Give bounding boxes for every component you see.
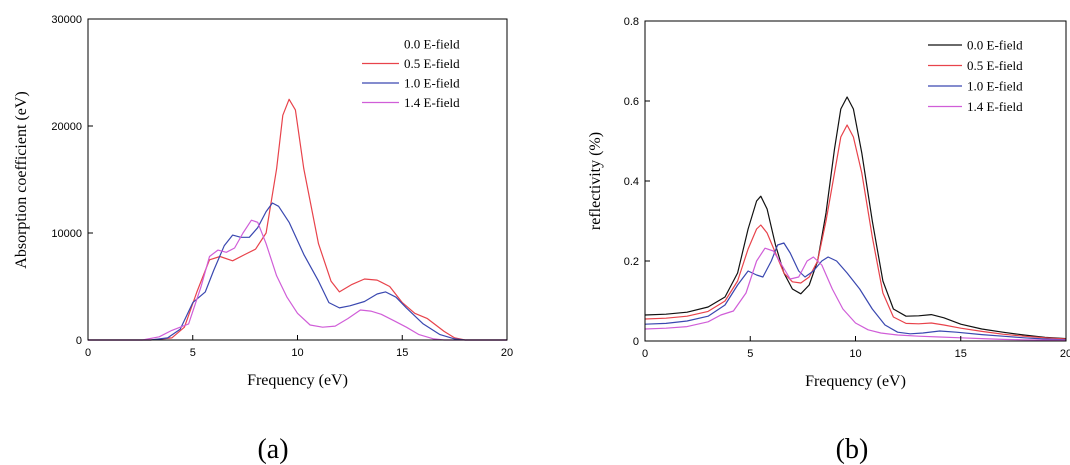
y-tick-label: 0.4: [624, 176, 639, 188]
series-line-1-0-e-field: [644, 242, 1067, 341]
y-tick-label: 0.6: [624, 96, 639, 108]
x-tick-label: 0: [85, 347, 91, 359]
panel-label: (b): [836, 434, 869, 465]
legend-label: 1.0 E-field: [967, 79, 1023, 94]
y-tick-label: 10000: [51, 228, 82, 240]
panel-label: (a): [257, 434, 288, 465]
legend-label: 0.5 E-field: [967, 58, 1023, 73]
legend-label: 1.4 E-field: [967, 99, 1023, 114]
legend-label: 1.4 E-field: [404, 95, 460, 110]
y-tick-label: 0: [633, 336, 639, 348]
x-axis-title: Frequency (eV): [805, 373, 906, 390]
x-tick-label: 10: [849, 348, 861, 360]
series-line-1-0-e-field: [88, 202, 507, 341]
legend-label: 0.5 E-field: [404, 56, 460, 71]
y-tick-label: 30000: [51, 14, 82, 26]
legend-label: 0.0 E-field: [404, 37, 460, 52]
x-tick-label: 15: [955, 348, 967, 360]
y-tick-label: 0.8: [624, 16, 639, 28]
x-tick-label: 5: [190, 347, 196, 359]
legend-label: 1.0 E-field: [404, 76, 460, 91]
x-tick-label: 15: [396, 347, 408, 359]
y-tick-label: 20000: [51, 121, 82, 133]
series-line-1-4-e-field: [88, 219, 507, 341]
x-tick-label: 20: [1060, 348, 1070, 360]
series-line-1-4-e-field: [644, 247, 1067, 341]
series-line-0-0-e-field: [644, 96, 1067, 340]
x-tick-label: 5: [747, 348, 753, 360]
x-tick-label: 0: [642, 348, 648, 360]
y-tick-label: 0.2: [624, 256, 639, 268]
series-line-0-5-e-field: [644, 124, 1067, 340]
y-axis-title: Absorption coefficient (eV): [13, 91, 30, 268]
y-axis-title: reflectivity (%): [587, 132, 604, 230]
x-axis-title: Frequency (eV): [247, 372, 348, 389]
legend-label: 0.0 E-field: [967, 38, 1023, 53]
y-tick-label: 0: [76, 335, 82, 347]
x-tick-label: 20: [501, 347, 513, 359]
panel-b: 0 5 10 15 20 0 0.2 0.4 0.6 0.8 Frequency (eV) refle…: [587, 16, 1070, 465]
series-line-0-5-e-field: [88, 98, 507, 341]
panel-a: 0 5 10 15 20 0 10000 20000 30000 Frequency (eV) Ab…: [13, 14, 513, 465]
x-tick-label: 10: [291, 347, 303, 359]
